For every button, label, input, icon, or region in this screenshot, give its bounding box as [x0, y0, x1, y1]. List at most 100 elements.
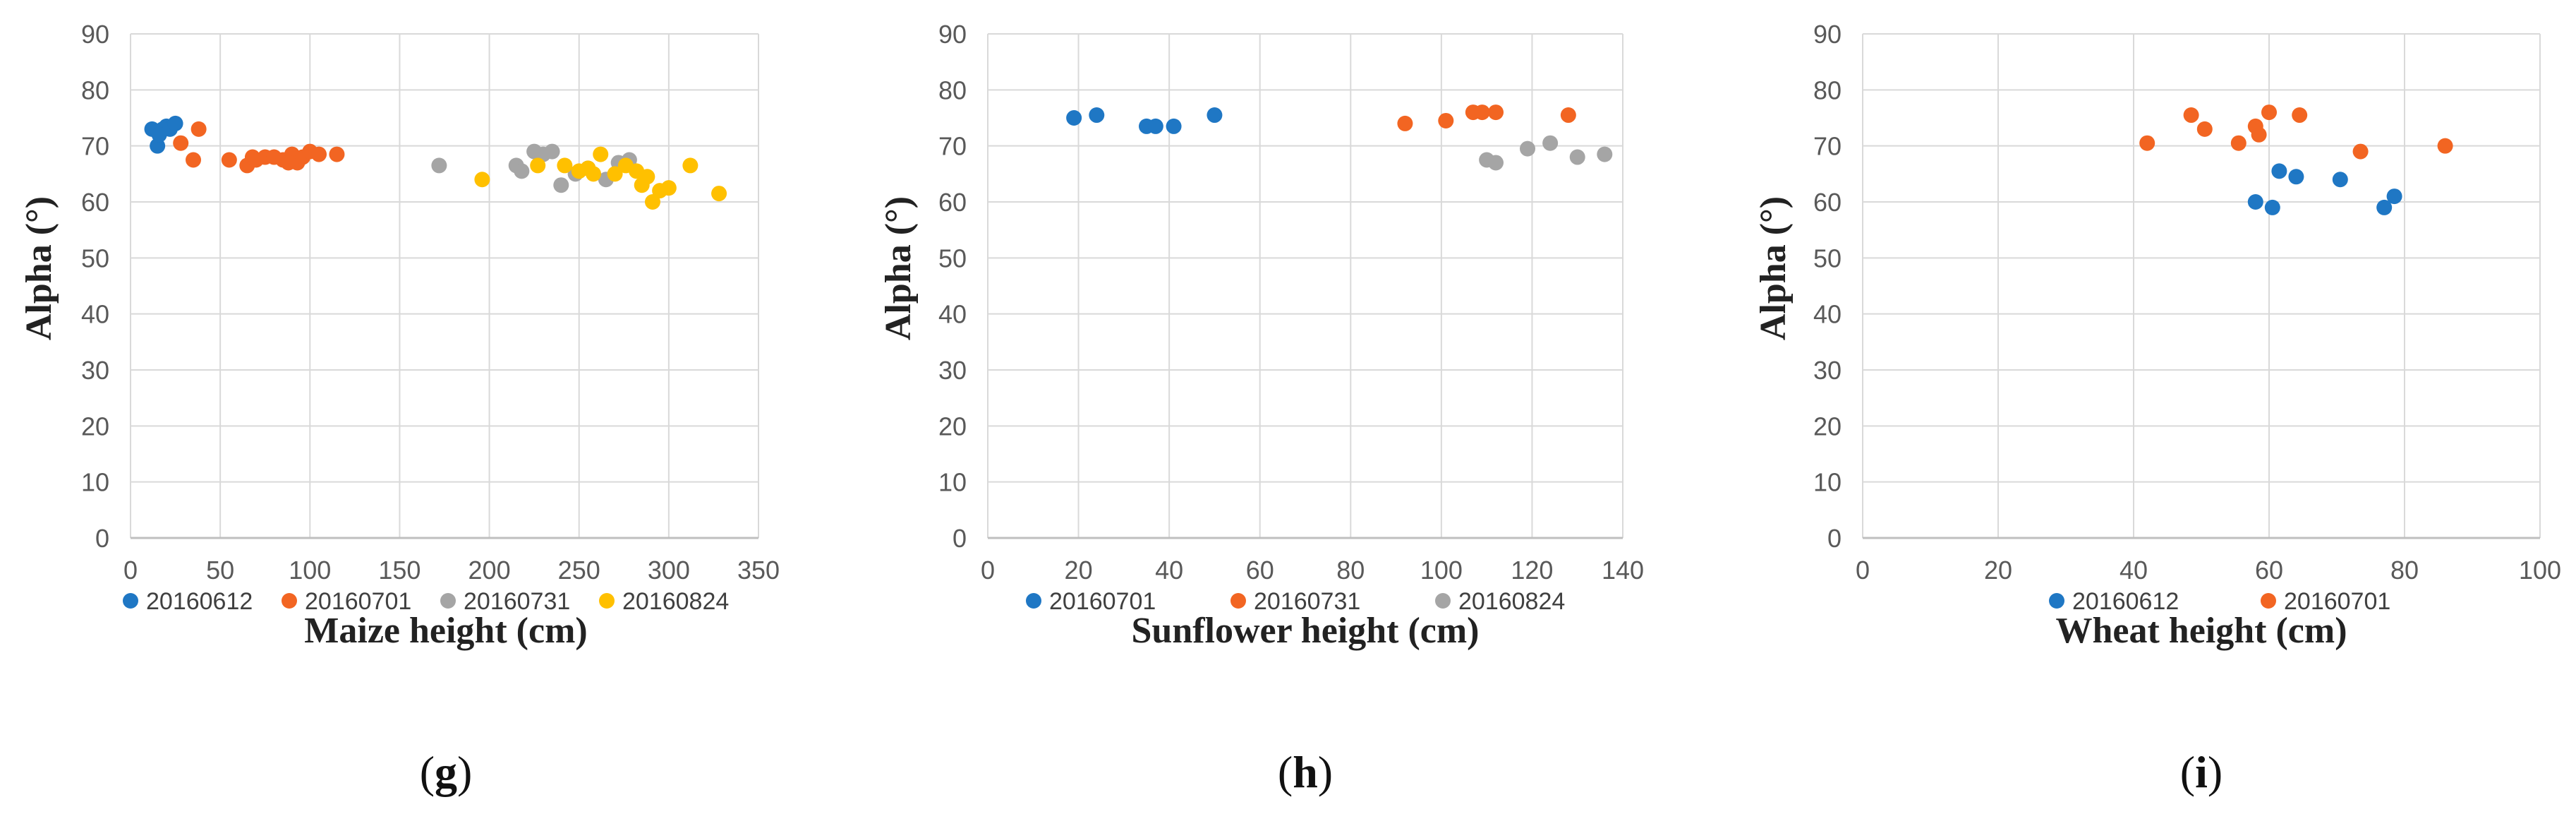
legend-marker	[1435, 593, 1451, 609]
x-tick-label: 60	[2255, 556, 2283, 585]
grid-g	[130, 33, 759, 539]
legend-entry-label: 20160731	[464, 588, 570, 615]
scatter-point-20160731	[1438, 112, 1454, 128]
scatter-point-20160731	[1560, 107, 1576, 124]
legend-entry-label: 20160824	[622, 588, 729, 615]
panel-letter-i: i	[2195, 747, 2208, 797]
scatter-point-20160612	[2376, 199, 2393, 215]
y-tick-label: 40	[81, 300, 109, 329]
x-tick-label: 150	[378, 556, 421, 585]
panel-letter-g: g	[435, 747, 457, 797]
legend-marker	[282, 593, 297, 609]
scatter-point-20160824	[1542, 135, 1559, 151]
points-i	[2139, 104, 2453, 215]
scatter-point-20160701	[2261, 104, 2277, 121]
y-tick-label: 90	[938, 20, 967, 49]
y-tick-label: 70	[1813, 132, 1842, 161]
scatter-point-20160731	[1397, 115, 1413, 131]
grid-i	[1862, 33, 2541, 539]
legend-marker	[2261, 593, 2276, 609]
x-tick-label: 60	[1246, 556, 1274, 585]
legend-entry-label: 20160701	[305, 588, 411, 615]
grid-h	[987, 33, 1623, 539]
y-tick-label: 60	[81, 188, 109, 217]
x-tick-label: 50	[206, 556, 234, 585]
scatter-point-20160824	[1488, 155, 1504, 171]
scatter-point-20160824	[607, 166, 623, 182]
scatter-point-20160701	[2196, 121, 2213, 137]
scatter-point-20160701	[221, 152, 237, 168]
y-tick-label: 0	[1827, 524, 1842, 553]
legend-marker	[440, 593, 456, 609]
scatter-point-20160701	[2352, 143, 2369, 160]
panel-label-g: (g)	[420, 747, 473, 797]
scatter-point-20160701	[329, 146, 345, 162]
x-tick-label: 100	[289, 556, 331, 585]
legend-entry-label: 20160701	[2284, 588, 2390, 615]
scatter-point-20160701	[173, 135, 189, 151]
scatter-point-20160612	[2288, 169, 2304, 185]
y-ticks-h: 0 10 20 30 40 50 60 70 80 90	[938, 20, 967, 553]
points-g	[144, 115, 727, 210]
scatter-point-20160701	[2183, 107, 2199, 124]
x-tick-label: 200	[468, 556, 511, 585]
x-tick-label: 80	[2390, 556, 2419, 585]
y-tick-label: 30	[1813, 356, 1842, 385]
legend-h: 20160701 20160731 20160824	[1026, 588, 1565, 615]
scatter-point-20160701	[2292, 107, 2308, 124]
scatter-point-20160824	[593, 146, 609, 162]
scatter-point-20160824	[634, 177, 650, 193]
scatter-point-20160612	[2264, 199, 2280, 215]
y-tick-label: 80	[1813, 76, 1842, 104]
scatter-point-20160701	[248, 152, 264, 168]
y-tick-label: 50	[1813, 244, 1842, 273]
x-tick-label: 20	[1065, 556, 1093, 585]
x-tick-label: 0	[123, 556, 138, 585]
scatter-point-20160701	[1066, 110, 1082, 126]
scatter-point-20160701	[1207, 107, 1223, 124]
x-tick-label: 80	[1336, 556, 1365, 585]
scatter-point-20160824	[660, 180, 677, 196]
y-tick-label: 30	[938, 356, 967, 385]
y-tick-label: 70	[81, 132, 109, 161]
scatter-point-20160731	[544, 143, 560, 160]
scatter-point-20160824	[474, 172, 490, 188]
scatter-point-20160701	[1147, 118, 1163, 134]
legend-entry-label: 20160701	[1049, 588, 1156, 615]
scatter-point-20160701	[2139, 135, 2155, 151]
scatter-point-20160731	[514, 163, 530, 179]
panel-letter-h: h	[1293, 747, 1318, 797]
x-ticks-i: 0 20 40 60 80 100	[1856, 556, 2561, 585]
x-tick-label: 100	[2519, 556, 2561, 585]
x-tick-label: 350	[737, 556, 780, 585]
y-tick-label: 30	[81, 356, 109, 385]
legend-marker	[2049, 593, 2064, 609]
scatter-point-20160731	[1488, 104, 1504, 121]
y-tick-label: 0	[95, 524, 109, 553]
y-tick-label: 50	[81, 244, 109, 273]
legend-g: 20160612 20160701 20160731 20160824	[123, 588, 729, 615]
scatter-point-20160824	[586, 166, 602, 182]
chart-panel-g: 0 10 20 30 40 50 60 70 80 90 0 50 100 150 200 250 300 35…	[19, 20, 780, 797]
x-axis-label-h: Sunflower height (cm)	[1131, 611, 1479, 651]
scatter-point-20160824	[1520, 140, 1535, 157]
scatter-point-20160824	[1569, 149, 1585, 165]
y-tick-label: 20	[938, 412, 967, 441]
x-tick-label: 40	[2120, 556, 2148, 585]
y-tick-label: 60	[1813, 188, 1842, 217]
panel-label-h: (h)	[1278, 747, 1333, 797]
scatter-point-20160701	[1089, 107, 1105, 124]
scatter-point-20160701	[311, 146, 327, 162]
y-axis-label-i: Alpha (°)	[1753, 196, 1794, 340]
x-ticks-h: 0 20 40 60 80 100 120 140	[981, 556, 1644, 585]
x-tick-label: 100	[1420, 556, 1463, 585]
x-tick-label: 40	[1155, 556, 1183, 585]
x-tick-label: 0	[1856, 556, 1870, 585]
scatter-point-20160731	[553, 177, 569, 193]
scatter-point-20160824	[557, 157, 573, 174]
scatter-point-20160731	[1474, 104, 1490, 121]
legend-marker	[599, 593, 615, 609]
x-axis-label-i: Wheat height (cm)	[2055, 611, 2347, 651]
scatter-point-20160701	[280, 155, 296, 171]
points-h	[1066, 104, 1613, 171]
